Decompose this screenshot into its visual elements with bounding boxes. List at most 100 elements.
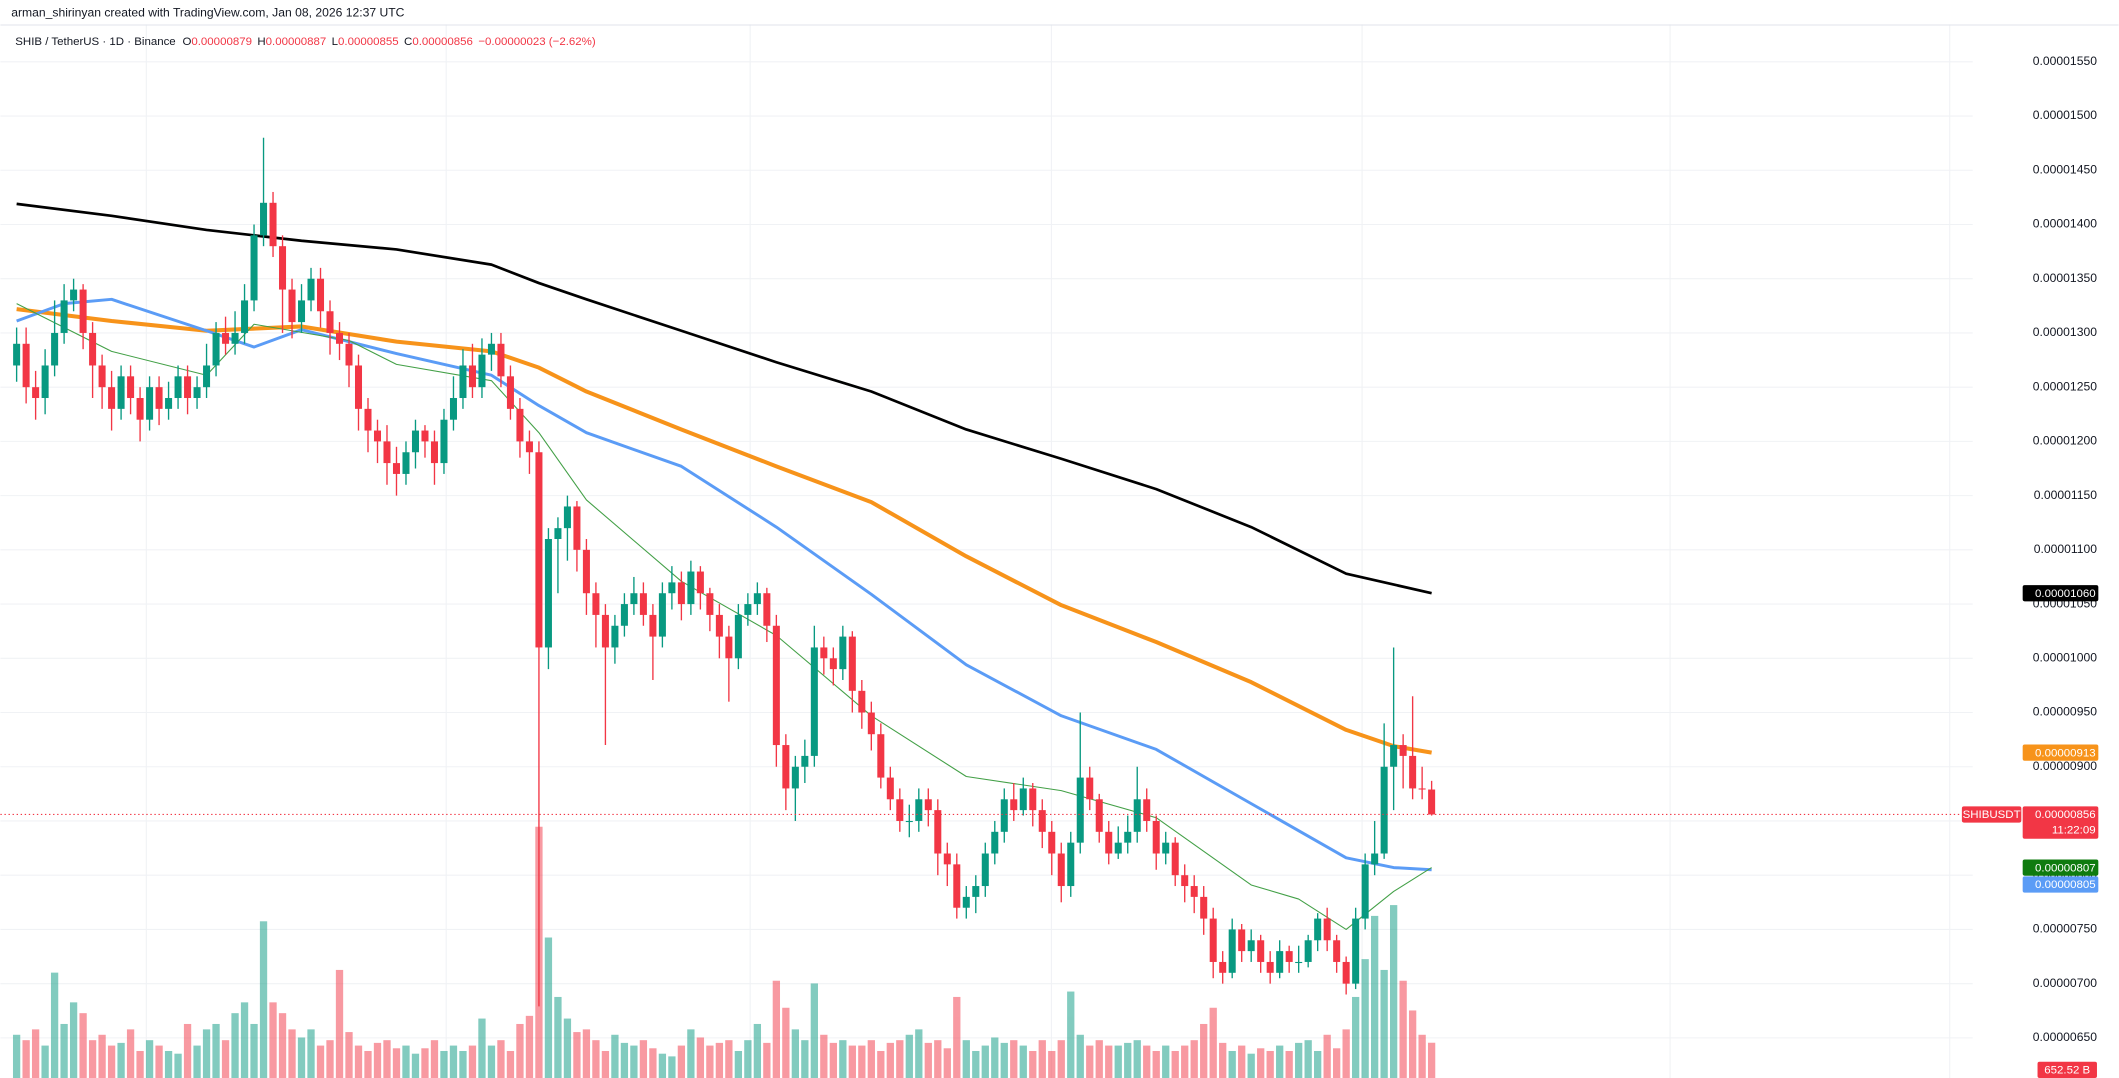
volume-bar <box>1095 1040 1103 1078</box>
candle-body <box>13 343 21 366</box>
volume-bar <box>991 1037 999 1078</box>
volume-bar <box>620 1042 629 1078</box>
moving-average-line <box>16 303 1432 930</box>
volume-bar <box>1333 1048 1341 1078</box>
volume-bar <box>525 1015 534 1078</box>
candle-body <box>1418 788 1426 790</box>
volume-bar <box>1352 996 1360 1078</box>
volume-bar <box>1019 1045 1027 1078</box>
volume-bar <box>88 1040 97 1078</box>
candle-body <box>668 582 676 594</box>
volume-bar <box>22 1040 30 1078</box>
volume-bar <box>867 1040 875 1078</box>
candle-body <box>1143 799 1151 821</box>
candle-body <box>487 343 495 355</box>
volume-bar <box>1276 1045 1284 1078</box>
volume-bar <box>126 1029 135 1078</box>
y-tick-label: 0.00001400 <box>2033 217 2097 231</box>
candle-body <box>1181 875 1189 887</box>
volume-bar <box>1266 1050 1274 1078</box>
volume-bar <box>107 1045 116 1078</box>
candle-body <box>886 777 894 800</box>
candle-body <box>506 376 514 409</box>
candle-body <box>1105 831 1113 854</box>
volume-bar <box>677 1045 686 1078</box>
candle-body <box>497 343 505 377</box>
candle-body <box>1124 831 1132 843</box>
candle-body <box>193 387 201 399</box>
candle-body <box>1323 918 1331 941</box>
volume-bar <box>1209 1007 1217 1078</box>
candle-body <box>298 300 306 323</box>
volume-bar <box>763 1042 771 1078</box>
symbol: SHIB / TetherUS · 1D · Binance <box>15 36 175 48</box>
volume-bar <box>858 1045 866 1078</box>
candle-body <box>687 571 695 605</box>
volume-bar <box>506 1050 515 1078</box>
candle-body <box>582 549 590 594</box>
volume-bar <box>1370 915 1379 1078</box>
volume-bar <box>1323 1034 1331 1078</box>
candle-body <box>1304 940 1312 962</box>
volume-bar <box>601 1050 610 1078</box>
axis-badge-label: 0.00000805 <box>2035 879 2096 891</box>
volume-bar <box>1000 1042 1008 1078</box>
volume-bar <box>1257 1048 1265 1078</box>
candle-body <box>260 202 268 236</box>
volume-bar <box>392 1048 401 1078</box>
candle-body <box>858 690 866 713</box>
volume-bar <box>820 1034 828 1078</box>
axis-badge-label: 0.00000807 <box>2035 862 2096 874</box>
candle-body <box>468 365 476 388</box>
volume-bar <box>839 1040 847 1078</box>
volume-bar <box>649 1048 657 1078</box>
candle-body <box>250 235 258 301</box>
volume-bar <box>411 1053 420 1078</box>
candle-body <box>354 365 363 409</box>
candle-body <box>1276 951 1284 973</box>
candle-body <box>725 636 733 659</box>
candle-body <box>117 376 125 409</box>
candle-body <box>165 398 173 409</box>
candle-body <box>592 593 600 615</box>
ohlc-legend: O 0.00000879 H 0.00000887 L 0.00000855 C 0.0000… <box>182 36 595 48</box>
candle-body <box>373 430 382 442</box>
candle-body <box>241 300 249 333</box>
candle-body <box>430 441 438 464</box>
volume-bar <box>402 1045 410 1078</box>
candle-body <box>421 430 429 442</box>
legend-key: C <box>404 36 412 48</box>
volume-bar <box>1171 1050 1179 1078</box>
volume-bar <box>354 1045 363 1078</box>
candle-body <box>1114 842 1122 854</box>
axis-badge-label: 0.00000913 <box>2035 747 2096 759</box>
volume-bar <box>725 1040 733 1078</box>
volume-bar <box>896 1040 904 1078</box>
volume-bar <box>250 1023 258 1078</box>
volume-bar <box>1427 1042 1436 1078</box>
volume-bar <box>1314 1050 1322 1078</box>
axis-badge <box>2022 876 2099 893</box>
candle-body <box>791 766 799 789</box>
candle-body <box>440 419 448 464</box>
volume-bar <box>326 1040 334 1078</box>
volume-bar <box>98 1034 106 1078</box>
y-tick-label: 0.00001150 <box>2034 488 2097 502</box>
candle-body <box>535 452 543 648</box>
volume-bar <box>886 1042 894 1078</box>
candle-body <box>677 582 685 605</box>
candle-body <box>1067 842 1075 887</box>
volume-bar <box>1342 1029 1350 1078</box>
volume-bar <box>383 1040 391 1078</box>
price-countdown: 11:22:09 <box>2052 825 2096 837</box>
candle-body <box>915 799 923 821</box>
candle-body <box>1409 755 1417 789</box>
candle-body <box>848 636 856 691</box>
candle-body <box>288 289 296 323</box>
candle-body <box>32 387 40 399</box>
candle-body <box>41 365 49 399</box>
candle-body <box>981 853 989 887</box>
candle-body <box>89 332 97 366</box>
volume-bar <box>164 1050 173 1078</box>
volume-bar <box>801 1040 809 1078</box>
